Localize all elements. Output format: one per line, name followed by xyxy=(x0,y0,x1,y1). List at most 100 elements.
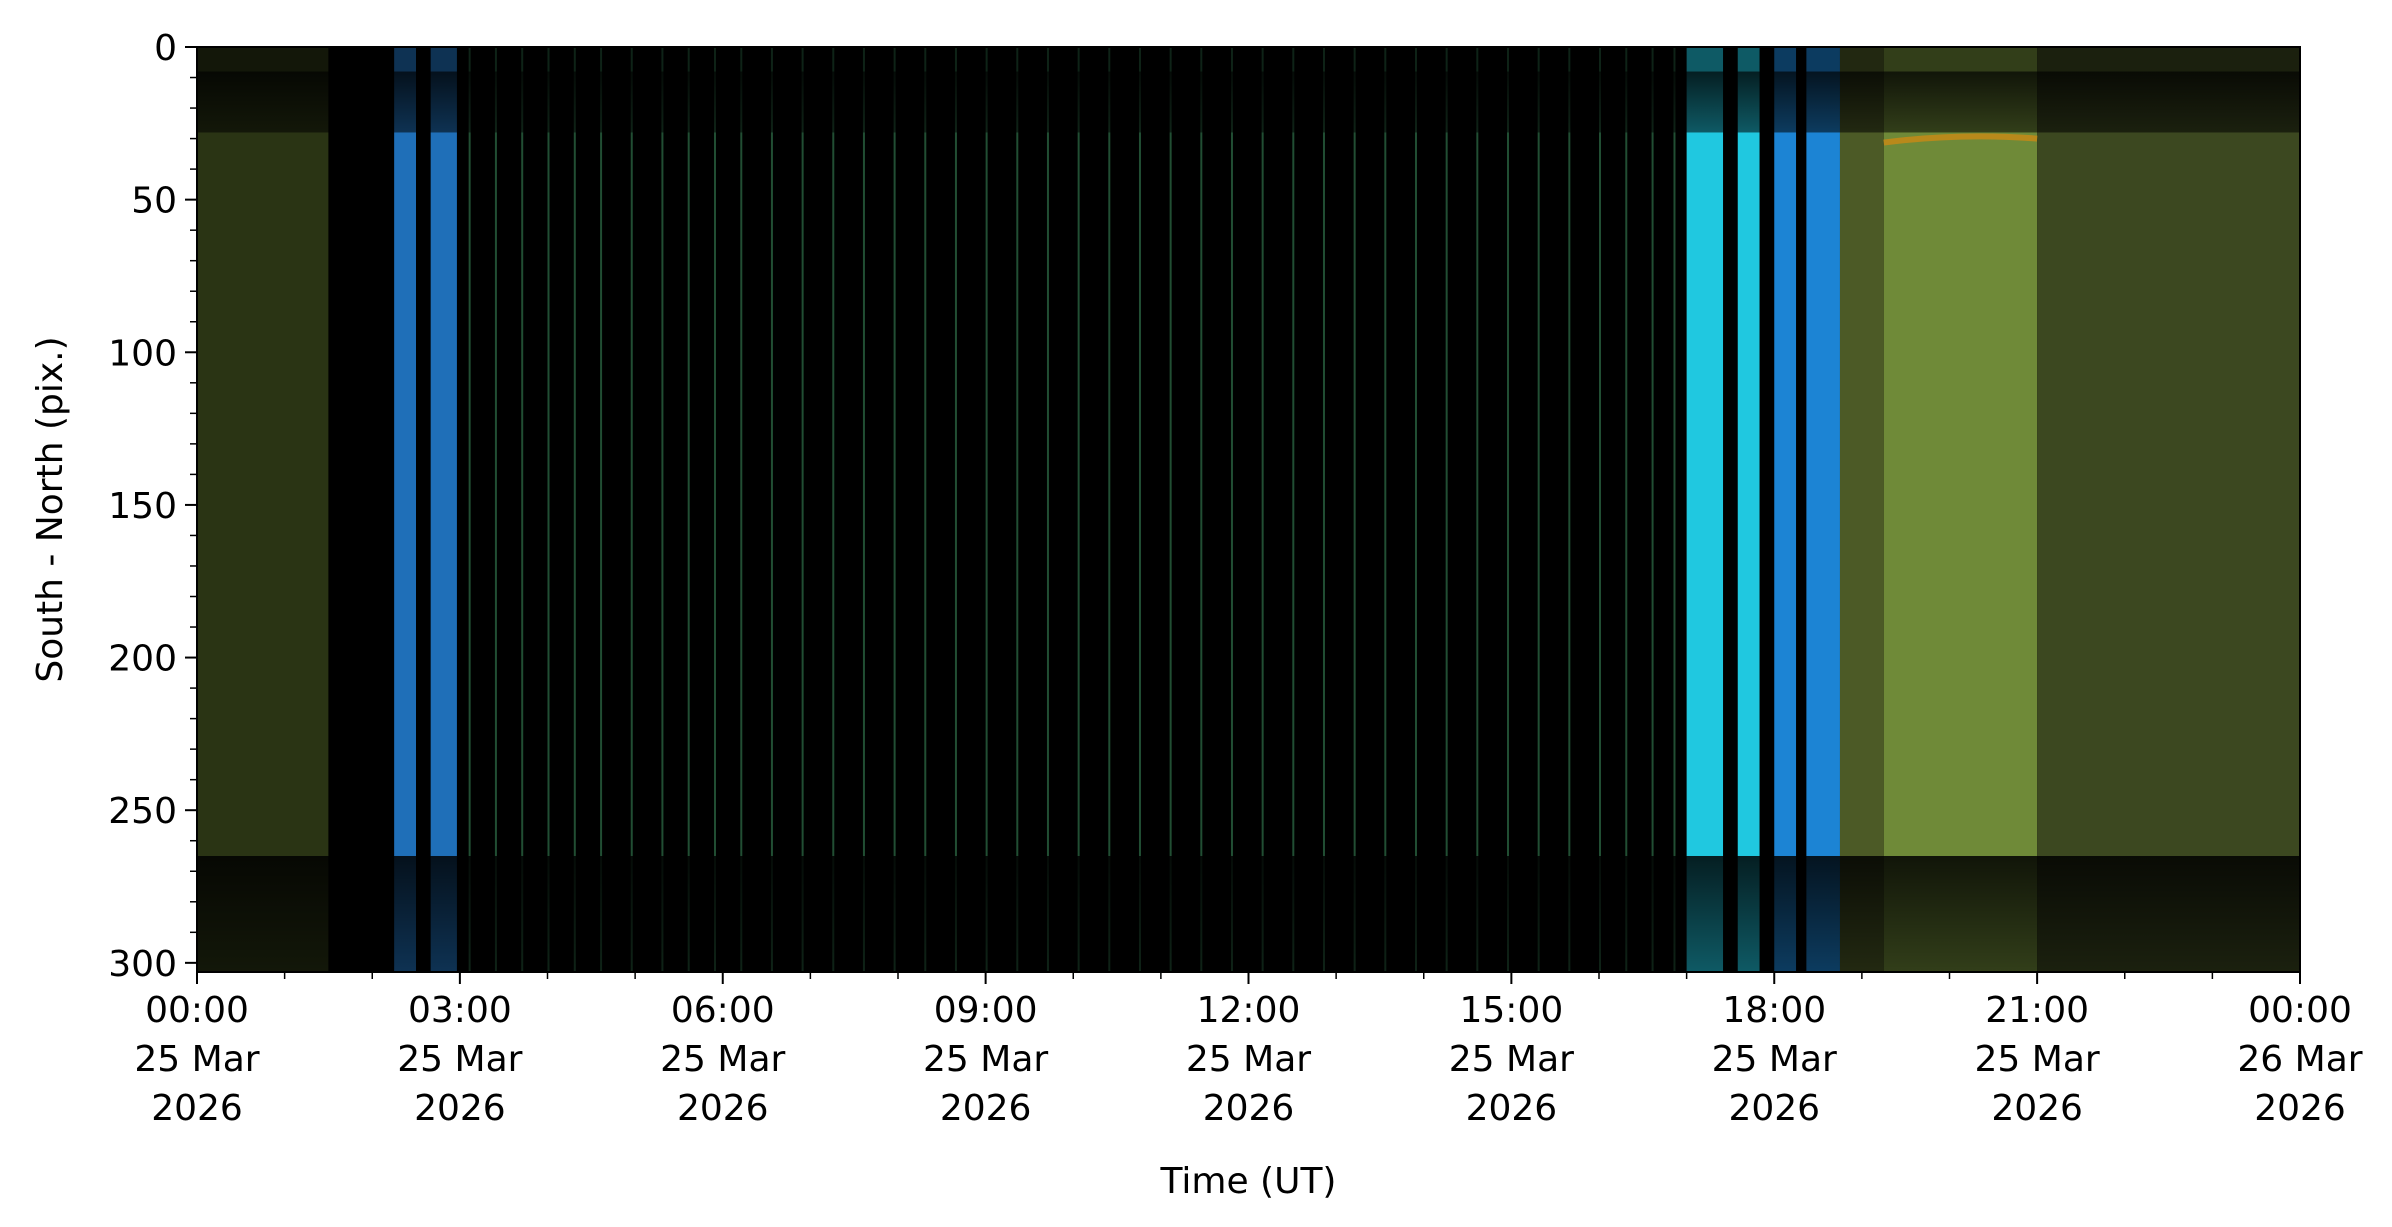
y-tick-label-4: 200 xyxy=(108,639,177,680)
x-tick-label-line-4-1: 25 Mar xyxy=(1186,1039,1311,1080)
x-tick-label-8: 00:00 26 Mar 2026 xyxy=(2237,990,2362,1129)
x-tick-label-7: 21:00 25 Mar 2026 xyxy=(1975,990,2100,1129)
top-edge-band xyxy=(197,47,2300,72)
y-tick-label-2: 100 xyxy=(108,333,177,374)
stripe-27 xyxy=(1261,47,1264,972)
stripe-9 xyxy=(713,47,716,972)
x-tick-label-line-1-2: 2026 xyxy=(414,1088,506,1129)
stripe-41 xyxy=(1673,47,1676,972)
stripe-31 xyxy=(1384,47,1387,972)
time-band-14 xyxy=(1883,47,2038,972)
time-band-1 xyxy=(328,47,395,972)
x-tick-label-line-6-0: 18:00 xyxy=(1722,990,1826,1031)
stripe-34 xyxy=(1476,47,1479,972)
stripe-1 xyxy=(494,47,497,972)
stripe-13 xyxy=(832,47,835,972)
x-tick-label-line-4-2: 2026 xyxy=(1203,1088,1295,1129)
time-band-13 xyxy=(1839,47,1884,972)
time-band-4 xyxy=(430,47,457,972)
stripe-29 xyxy=(1322,47,1325,972)
x-tick-label-line-5-2: 2026 xyxy=(1466,1088,1558,1129)
stripe-36 xyxy=(1537,47,1540,972)
plot-area xyxy=(196,46,2301,973)
x-tick-label-line-6-1: 25 Mar xyxy=(1712,1039,1837,1080)
y-tick-label-0: 0 xyxy=(154,28,177,69)
stripe-22 xyxy=(1108,47,1111,972)
x-tick-label-line-2-0: 06:00 xyxy=(671,990,775,1031)
stripe-11 xyxy=(770,47,773,972)
x-tick-label-line-4-0: 12:00 xyxy=(1197,990,1301,1031)
x-tick-label-1: 03:00 25 Mar 2026 xyxy=(397,990,522,1129)
stripe-39 xyxy=(1625,47,1628,972)
x-tick-label-line-7-0: 21:00 xyxy=(1985,990,2089,1031)
x-tick-label-line-1-0: 03:00 xyxy=(408,990,512,1031)
x-tick-label-line-6-2: 2026 xyxy=(1728,1088,1820,1129)
x-tick-label-line-0-0: 00:00 xyxy=(145,990,249,1031)
time-band-3 xyxy=(416,47,431,972)
stripe-14 xyxy=(862,47,865,972)
stripe-21 xyxy=(1077,47,1080,972)
stripe-35 xyxy=(1506,47,1509,972)
x-tick-label-2: 06:00 25 Mar 2026 xyxy=(660,990,785,1129)
stripe-23 xyxy=(1138,47,1141,972)
stripe-18 xyxy=(985,47,988,972)
stripe-37 xyxy=(1568,47,1571,972)
y-axis: 0 50 100 150 200 250 300 xyxy=(108,28,197,985)
stripe-5 xyxy=(600,47,603,972)
x-tick-label-3: 09:00 25 Mar 2026 xyxy=(923,990,1048,1129)
time-band-9 xyxy=(1759,47,1775,972)
stripe-12 xyxy=(801,47,804,972)
aurora-arc xyxy=(1883,133,2038,146)
y-tick-label-3: 150 xyxy=(108,486,177,527)
stripe-10 xyxy=(740,47,743,972)
x-tick-label-0: 00:00 25 Mar 2026 xyxy=(134,990,259,1129)
stripe-8 xyxy=(687,47,690,972)
stripe-26 xyxy=(1230,47,1233,972)
y-tick-label-6: 300 xyxy=(108,944,177,985)
x-axis: 00:00 25 Mar 2026 03:00 25 Mar 2026 06:00 25 Ma… xyxy=(134,972,2363,1129)
x-tick-label-line-8-1: 26 Mar xyxy=(2237,1039,2362,1080)
x-tick-label-line-8-2: 2026 xyxy=(2254,1088,2346,1129)
time-band-10 xyxy=(1774,47,1797,972)
time-band-11 xyxy=(1796,47,1807,972)
stripe-7 xyxy=(661,47,664,972)
y-tick-label-5: 250 xyxy=(108,791,177,832)
stripe-3 xyxy=(547,47,550,972)
x-tick-label-5: 15:00 25 Mar 2026 xyxy=(1449,990,1574,1129)
x-tick-label-4: 12:00 25 Mar 2026 xyxy=(1186,990,1311,1129)
time-band-5 xyxy=(456,47,1687,972)
stripe-28 xyxy=(1292,47,1295,972)
x-tick-label-line-7-2: 2026 xyxy=(1991,1088,2083,1129)
stripe-33 xyxy=(1445,47,1448,972)
stripe-30 xyxy=(1353,47,1356,972)
x-tick-label-line-7-1: 25 Mar xyxy=(1975,1039,2100,1080)
stripe-0 xyxy=(468,47,471,972)
stripe-19 xyxy=(1016,47,1019,972)
stripe-38 xyxy=(1599,47,1601,972)
stripe-25 xyxy=(1200,47,1203,972)
time-band-0 xyxy=(197,47,329,972)
time-band-6 xyxy=(1686,47,1724,972)
x-tick-label-line-2-2: 2026 xyxy=(677,1088,769,1129)
time-band-7 xyxy=(1723,47,1738,972)
x-axis-title: Time (UT) xyxy=(1160,1161,1337,1202)
x-tick-label-line-5-0: 15:00 xyxy=(1460,990,1564,1031)
x-tick-label-line-2-1: 25 Mar xyxy=(660,1039,785,1080)
x-tick-label-line-0-2: 2026 xyxy=(151,1088,243,1129)
x-tick-label-6: 18:00 25 Mar 2026 xyxy=(1712,990,1837,1129)
stripe-4 xyxy=(573,47,576,972)
time-band-2 xyxy=(394,47,417,972)
stripe-16 xyxy=(924,47,927,972)
x-tick-label-line-3-0: 09:00 xyxy=(934,990,1038,1031)
x-tick-label-line-3-1: 25 Mar xyxy=(923,1039,1048,1080)
stripe-24 xyxy=(1169,47,1172,972)
x-tick-label-line-8-0: 00:00 xyxy=(2248,990,2352,1031)
x-tick-label-line-3-2: 2026 xyxy=(940,1088,1032,1129)
stripe-32 xyxy=(1414,47,1417,972)
stripe-40 xyxy=(1651,47,1654,972)
edge-band-1 xyxy=(197,855,2300,972)
edge-band-0 xyxy=(197,71,2300,133)
stripe-20 xyxy=(1046,47,1049,972)
y-axis-title: South - North (pix.) xyxy=(30,336,71,682)
